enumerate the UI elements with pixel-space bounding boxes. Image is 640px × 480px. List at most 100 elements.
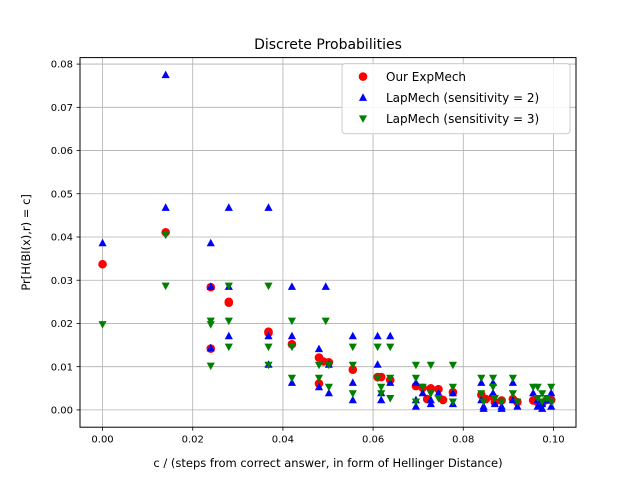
y-tick-label: 0.01 xyxy=(51,362,73,373)
lapmech-s3-point xyxy=(542,395,551,403)
legend-marker xyxy=(358,72,368,81)
lapmech-s3-point xyxy=(411,374,421,383)
expmech-point xyxy=(224,298,234,308)
lapmech-s3-point xyxy=(508,390,517,398)
lapmech-s3-point xyxy=(324,383,333,392)
lapmech-s3-point xyxy=(434,395,443,403)
lapmech-s3-point xyxy=(386,374,395,383)
lapmech-s3-point xyxy=(348,361,357,370)
lapmech-s3-point xyxy=(533,395,542,403)
lapmech-s3-point xyxy=(224,343,233,352)
lapmech-s3-point xyxy=(377,383,386,392)
lapmech-s2-point xyxy=(434,388,443,397)
x-tick-label: 0.00 xyxy=(91,435,113,446)
lapmech-s2-point xyxy=(373,331,382,340)
y-tick-label: 0.02 xyxy=(51,319,73,330)
lapmech-s3-point xyxy=(448,383,457,392)
y-tick-label: 0.03 xyxy=(51,276,73,287)
lapmech-s3-point xyxy=(477,390,486,398)
expmech-point xyxy=(98,259,107,269)
legend: Our ExpMech LapMech (sensitivity = 2) LapM… xyxy=(341,63,571,135)
legend-marker xyxy=(358,93,368,101)
lapmech-s3-point xyxy=(224,282,233,291)
lapmech-s3-point xyxy=(448,398,457,406)
lapmech-s2-point xyxy=(321,282,330,290)
x-tick-label: 0.06 xyxy=(362,435,384,446)
lapmech-s3-point xyxy=(324,361,333,370)
lapmech-s3-point xyxy=(488,374,498,383)
lapmech-s2-point xyxy=(426,399,435,408)
lapmech-s2-point xyxy=(547,388,556,397)
y-tick-label: 0.06 xyxy=(51,146,73,157)
lapmech-s2-point xyxy=(206,282,215,290)
lapmech-s3-point xyxy=(287,343,297,352)
lapmech-s3-point xyxy=(161,282,170,291)
y-tick-label: 0.04 xyxy=(51,233,73,244)
y-axis-label: Pr[H(Bl(x),r) = c] xyxy=(19,194,33,291)
lapmech-s3-point xyxy=(348,343,357,352)
lapmech-s2-point xyxy=(488,388,498,397)
lapmech-s3-point xyxy=(497,398,506,406)
lapmech-s2-point xyxy=(314,344,324,353)
lapmech-s3-point xyxy=(513,398,522,406)
lapmech-s2-point xyxy=(224,203,233,211)
lapmech-s2-point xyxy=(348,378,357,386)
lapmech-s2-point xyxy=(426,395,435,404)
lapmech-s2-point xyxy=(529,388,538,397)
lapmech-s2-point xyxy=(287,282,297,290)
lapmech-s2-point xyxy=(98,238,107,247)
lapmech-s3-point xyxy=(538,398,547,406)
lapmech-s3-point xyxy=(264,361,273,370)
x-tick-label: 0.02 xyxy=(182,435,204,446)
lapmech-s3-point xyxy=(314,374,324,383)
lapmech-s3-point xyxy=(477,374,486,383)
lapmech-s3-point xyxy=(490,395,499,403)
y-tick-label: 0.05 xyxy=(51,189,73,200)
legend-lapmech-s2: LapMech (sensitivity = 2) xyxy=(358,91,539,105)
lapmech-s2-point xyxy=(206,238,215,247)
x-tick-label: 0.10 xyxy=(542,435,564,446)
legend-marker xyxy=(358,115,368,123)
lapmech-s3-point xyxy=(321,317,330,326)
lapmech-s2-point xyxy=(324,388,333,397)
lapmech-s3-point xyxy=(224,317,233,326)
legend-label: LapMech (sensitivity = 3) xyxy=(386,112,539,126)
lapmech-s3-point xyxy=(264,282,273,291)
plot-frame xyxy=(79,57,577,428)
y-tick-label: 0.08 xyxy=(51,60,73,71)
x-axis-label: c / (steps from correct answer, in form … xyxy=(153,456,502,470)
chart-title: Discrete Probabilities xyxy=(254,37,402,53)
lapmech-s3-point xyxy=(314,361,324,370)
lapmech-s2-point xyxy=(314,382,324,391)
lapmech-s3-point xyxy=(533,383,542,392)
axis-ticks: 0.00 0.02 0.04 0.06 0.08 0.10 0.00 0.01 0.02 0.03… xyxy=(51,60,565,446)
lapmech-s2-point xyxy=(161,203,170,211)
legend-lapmech-s3: LapMech (sensitivity = 3) xyxy=(358,112,539,126)
lapmech-s3-point xyxy=(508,374,517,383)
lapmech-s3-point xyxy=(479,398,488,406)
lapmech-s3-point xyxy=(386,343,395,352)
x-tick-label: 0.08 xyxy=(452,435,474,446)
expmech-point xyxy=(348,365,358,375)
lapmech-s3-point xyxy=(488,383,498,392)
series-3 xyxy=(98,231,556,406)
lapmech-s3-point xyxy=(98,321,107,329)
lapmech-s2-point xyxy=(497,404,506,412)
lapmech-s2-point xyxy=(418,388,427,397)
lapmech-s3-point xyxy=(411,361,421,370)
y-tick-label: 0.07 xyxy=(51,103,73,114)
lapmech-s3-point xyxy=(373,343,382,352)
lapmech-s3-point xyxy=(161,231,170,240)
lapmech-s3-point xyxy=(206,362,215,371)
lapmech-s3-point xyxy=(264,343,273,352)
lapmech-s2-point xyxy=(264,331,273,340)
lapmech-s2-point xyxy=(386,331,395,340)
legend-frame xyxy=(341,63,571,135)
lapmech-s2-point xyxy=(448,388,457,397)
lapmech-s3-point xyxy=(411,398,421,406)
lapmech-s2-point xyxy=(533,402,542,410)
lapmech-s3-point xyxy=(426,390,435,398)
lapmech-s3-point xyxy=(418,383,427,392)
lapmech-s2-point xyxy=(538,404,547,412)
